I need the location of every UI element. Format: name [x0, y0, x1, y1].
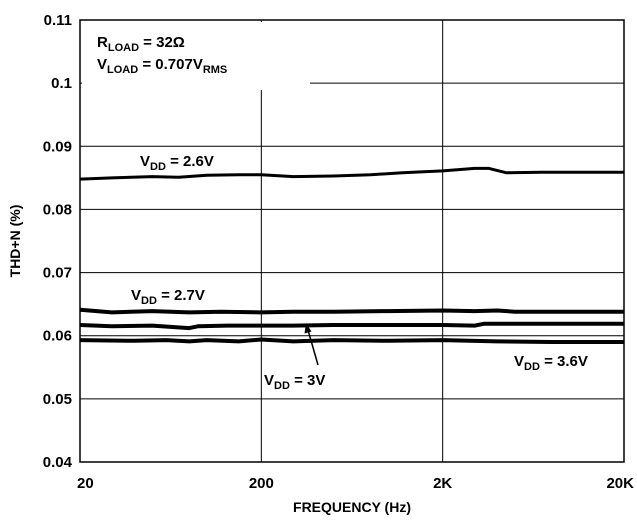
y-tick-labels: 0.04 0.05 0.06 0.07 0.08 0.09 0.1 0.11	[43, 12, 73, 471]
condition-vload: VLOAD = 0.707VRMS	[97, 56, 227, 76]
y-tick-label-0: 0.04	[43, 454, 73, 471]
x-tick-label-3: 20K	[606, 475, 634, 492]
data-series	[79, 166, 624, 344]
series-line-vdd-2.7v	[79, 307, 624, 315]
y-axis-title: THD+N (%)	[7, 205, 23, 278]
y-tick-label-1: 0.05	[43, 391, 72, 408]
vdd-3v-pointer-arrowhead	[304, 323, 312, 334]
x-tick-label-0: 20	[77, 475, 94, 492]
series-line-vdd-3v	[79, 321, 624, 331]
vdd-3v-pointer-line	[307, 329, 319, 366]
x-tick-label-2: 2K	[433, 475, 452, 492]
y-tick-label-2: 0.06	[43, 328, 72, 345]
condition-rload: RLOAD = 32Ω	[97, 34, 185, 54]
x-axis-title: FREQUENCY (Hz)	[293, 499, 411, 515]
x-tick-label-1: 200	[249, 475, 274, 492]
y-tick-label-5: 0.09	[43, 138, 72, 155]
plot-frame	[79, 19, 625, 463]
y-tick-label-7: 0.11	[44, 12, 72, 29]
series-label-vdd-2.7v: VDD = 2.7V	[131, 287, 205, 307]
conditions-box	[82, 22, 310, 90]
series-label-vdd-2.6v: VDD = 2.6V	[140, 153, 214, 173]
series-line-vdd-3.6v	[79, 337, 624, 344]
series-label-vdd-3v: VDD = 3V	[264, 372, 325, 392]
series-labels: VDD = 2.6V VDD = 2.7V VDD = 3V VDD = 3.6V	[131, 153, 588, 392]
x-tick-labels: 20 200 2K 20K	[77, 475, 634, 492]
series-label-vdd-3.6v: VDD = 3.6V	[514, 353, 588, 373]
y-tick-label-6: 0.1	[51, 75, 72, 92]
y-tick-label-4: 0.08	[43, 201, 72, 218]
y-tick-label-3: 0.07	[43, 265, 72, 282]
series-line-vdd-2.6v	[79, 166, 624, 181]
